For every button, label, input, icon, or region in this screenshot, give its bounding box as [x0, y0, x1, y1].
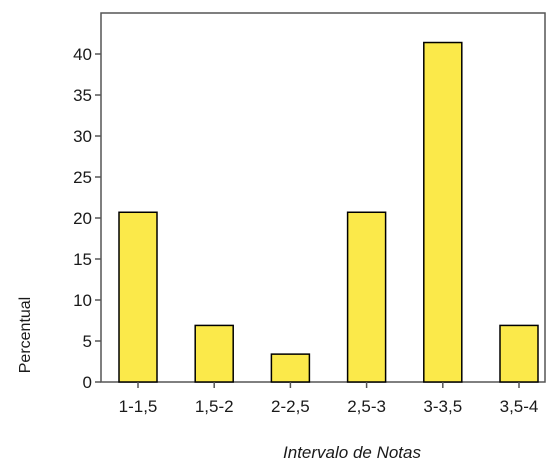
bar [346, 211, 387, 383]
x-tick-label: 2,5-3 [347, 397, 386, 416]
y-tick-label: 30 [73, 127, 92, 146]
y-axis-title: Percentual [17, 297, 34, 374]
bar [499, 324, 539, 383]
bars [118, 41, 539, 383]
y-tick-label: 10 [73, 291, 92, 310]
x-axis: 1-1,5 1,5-2 2-2,5 2,5-3 3-3,5 3,5-4 [119, 382, 539, 416]
bar [118, 211, 158, 383]
y-tick-label: 40 [73, 45, 92, 64]
plot-frame [100, 12, 546, 383]
bar [423, 41, 463, 383]
y-tick-label: 0 [83, 373, 92, 392]
bar [194, 324, 234, 383]
x-tick-label: 3-3,5 [423, 397, 462, 416]
y-axis: 0 5 10 15 20 25 30 35 40 [73, 45, 101, 392]
bar [270, 353, 311, 383]
x-tick-label: 1-1,5 [119, 397, 158, 416]
y-tick-label: 5 [83, 332, 92, 351]
x-tick-label: 3,5-4 [500, 397, 539, 416]
x-axis-title: Intervalo de Notas [283, 443, 421, 462]
x-tick-label: 1,5-2 [195, 397, 234, 416]
y-tick-label: 15 [73, 250, 92, 269]
y-tick-label: 25 [73, 168, 92, 187]
x-tick-label: 2-2,5 [271, 397, 310, 416]
y-tick-label: 20 [73, 209, 92, 228]
y-tick-label: 35 [73, 86, 92, 105]
